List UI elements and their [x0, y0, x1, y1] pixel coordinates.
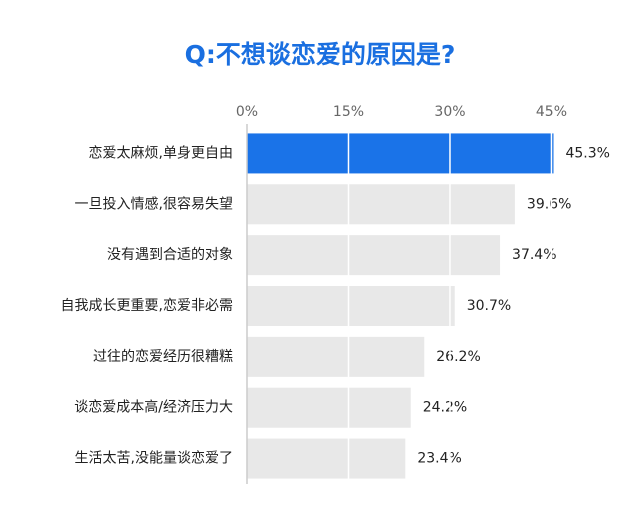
bar — [247, 184, 515, 225]
bar — [247, 235, 501, 276]
x-tick-label: 30% — [434, 104, 465, 120]
bar — [247, 438, 406, 479]
value-label: 24.2% — [423, 400, 467, 416]
value-label: 30.7% — [467, 298, 511, 314]
x-tick-label: 0% — [236, 104, 258, 120]
bar — [247, 387, 411, 428]
bar — [247, 133, 554, 174]
category-label: 过往的恋爱经历很糟糕 — [93, 348, 233, 365]
category-label: 没有遇到合适的对象 — [107, 247, 233, 263]
bar — [247, 286, 455, 326]
category-label: 自我成长更重要,恋爱非必需 — [61, 297, 233, 314]
category-label: 谈恋爱成本高/经济压力大 — [74, 399, 233, 416]
value-label: 26.2% — [436, 349, 480, 365]
category-label: 一旦投入情感,很容易失望 — [75, 195, 233, 212]
x-tick-label: 45% — [536, 104, 567, 120]
bar — [247, 336, 425, 377]
value-label: 37.4% — [512, 247, 556, 263]
chart-title: Q:不想谈恋爱的原因是? — [185, 40, 456, 69]
category-label: 恋爱太麻烦,单身更自由 — [89, 144, 233, 161]
category-label: 生活太苦,没能量谈恋爱了 — [75, 450, 233, 467]
x-tick-label: 15% — [333, 104, 364, 120]
value-label: 45.3% — [565, 145, 609, 161]
value-label: 39.6% — [527, 196, 571, 212]
value-label: 23.4% — [417, 451, 461, 467]
